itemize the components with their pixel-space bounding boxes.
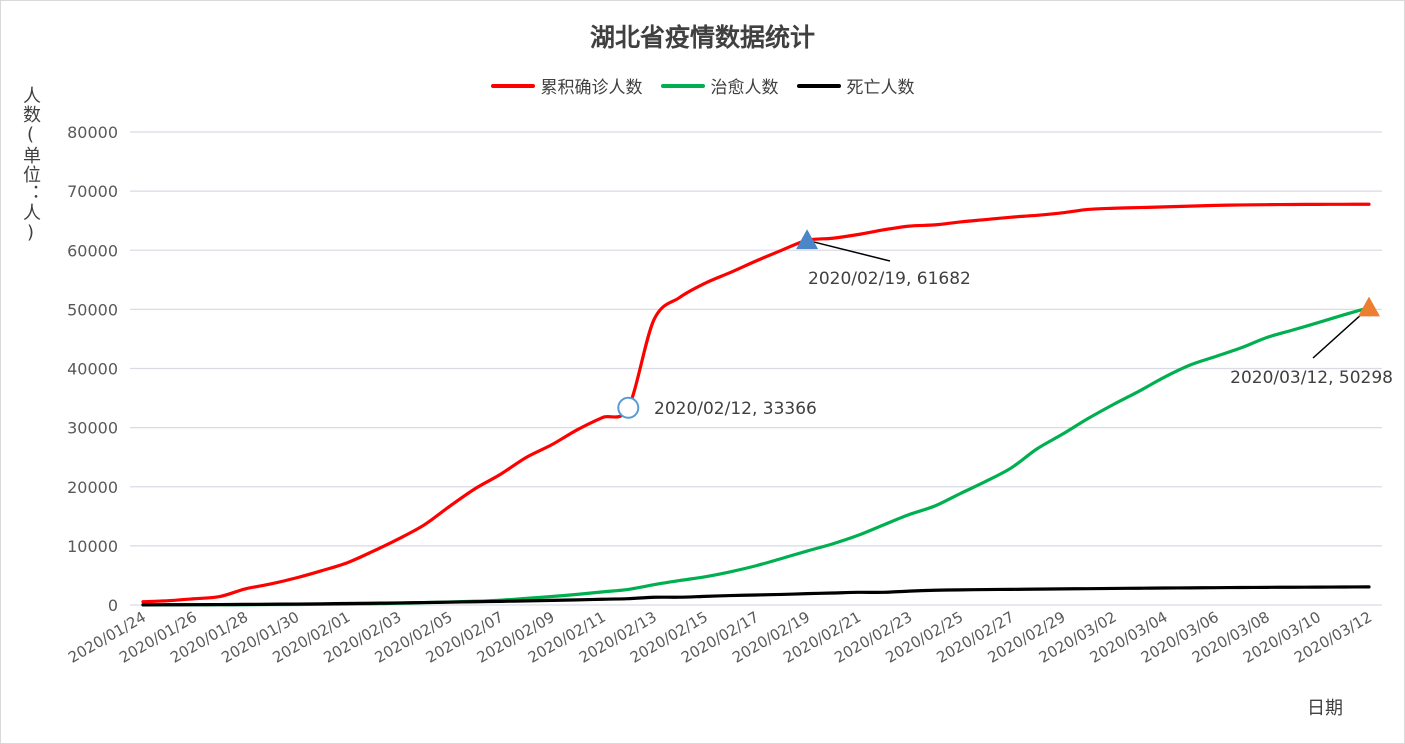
legend-swatch-confirmed (490, 83, 535, 88)
legend-item-deaths[interactable]: 死亡人数 (796, 73, 915, 98)
legend-item-confirmed[interactable]: 累积确诊人数 (490, 73, 643, 98)
y-tick-label: 0 (108, 596, 118, 615)
y-tick-labels: 0 10000 20000 30000 40000 50000 60000 70000 8000… (67, 123, 118, 615)
series-line-recovered[interactable] (141, 306, 1371, 607)
gridlines (130, 131, 1382, 606)
series-lines (141, 202, 1371, 607)
annotation-marker-circle[interactable] (617, 396, 640, 419)
legend-label-confirmed: 累积确诊人数 (540, 78, 643, 98)
annotation-marker-triangle[interactable] (796, 229, 819, 250)
y-tick-label: 20000 (67, 478, 118, 497)
y-tick-label: 40000 (67, 360, 118, 379)
series-line-confirmed[interactable] (141, 202, 1371, 604)
annotation-leader-line (806, 239, 891, 262)
y-tick-label: 60000 (67, 241, 118, 260)
legend-swatch-recovered (660, 83, 705, 88)
legend-label-recovered: 治愈人数 (710, 78, 779, 98)
legend-label-deaths: 死亡人数 (846, 78, 915, 98)
annotation-label: 2020/03/12, 50298 (1230, 368, 1393, 388)
y-tick-label: 30000 (67, 419, 118, 438)
annotations: 2020/02/12, 33366 2020/02/19, 61682 2020/0… (617, 229, 1393, 419)
series-line-deaths[interactable] (141, 585, 1371, 607)
annotation-label: 2020/02/12, 33366 (654, 399, 817, 419)
annotation-label: 2020/02/19, 61682 (808, 269, 971, 289)
annotation-marker-triangle[interactable] (1358, 296, 1380, 317)
legend-swatch-deaths (796, 83, 841, 88)
chart-title: 湖北省疫情数据统计 (589, 23, 815, 52)
y-tick-label: 70000 (67, 182, 118, 201)
y-tick-label: 10000 (67, 537, 118, 556)
y-tick-label: 80000 (67, 123, 118, 142)
y-tick-label: 50000 (67, 300, 118, 319)
legend: 累积确诊人数 治愈人数 死亡人数 (0, 73, 1405, 98)
x-axis-label: 日期 (1307, 698, 1343, 719)
x-tick-labels: 2020/01/242020/01/262020/01/282020/01/30… (65, 608, 1375, 667)
legend-item-recovered[interactable]: 治愈人数 (660, 73, 779, 98)
y-axis-label: 人数(单位：人) (20, 86, 41, 244)
